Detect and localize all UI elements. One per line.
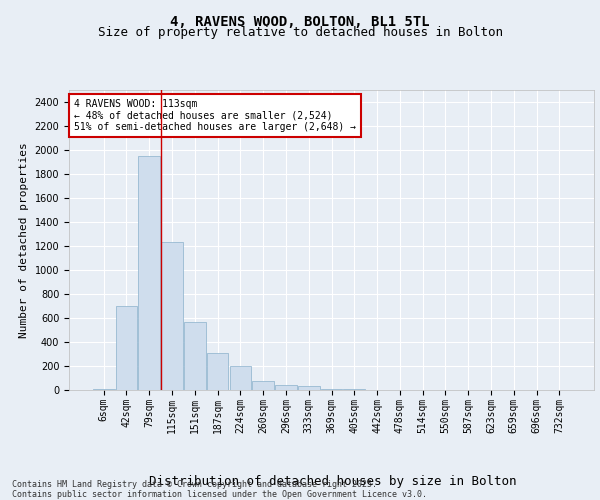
Bar — [184, 322, 206, 390]
Bar — [161, 242, 183, 390]
Bar — [253, 381, 274, 390]
Text: Contains HM Land Registry data © Crown copyright and database right 2025.
Contai: Contains HM Land Registry data © Crown c… — [12, 480, 427, 499]
Bar — [275, 385, 297, 390]
Bar — [116, 306, 137, 390]
Text: 4, RAVENS WOOD, BOLTON, BL1 5TL: 4, RAVENS WOOD, BOLTON, BL1 5TL — [170, 16, 430, 30]
Bar — [207, 353, 229, 390]
Text: Distribution of detached houses by size in Bolton: Distribution of detached houses by size … — [149, 474, 517, 488]
Text: Size of property relative to detached houses in Bolton: Size of property relative to detached ho… — [97, 26, 503, 39]
Bar — [320, 389, 343, 390]
Text: 4 RAVENS WOOD: 113sqm
← 48% of detached houses are smaller (2,524)
51% of semi-d: 4 RAVENS WOOD: 113sqm ← 48% of detached … — [74, 99, 356, 132]
Y-axis label: Number of detached properties: Number of detached properties — [19, 142, 29, 338]
Bar — [230, 366, 251, 390]
Bar — [139, 156, 160, 390]
Bar — [298, 386, 320, 390]
